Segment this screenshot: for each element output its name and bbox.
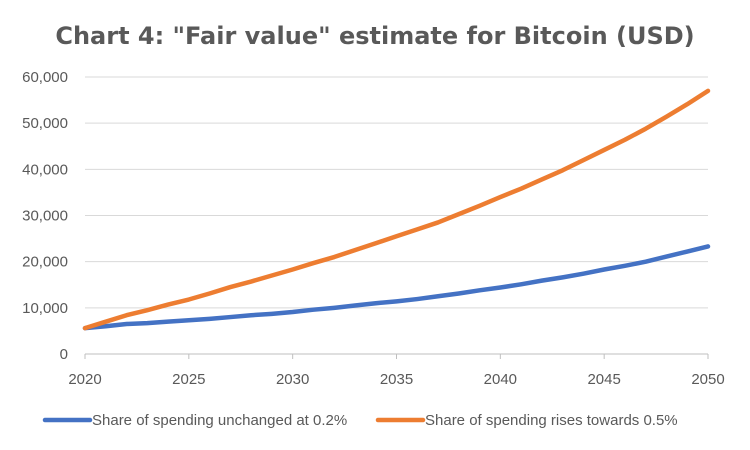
x-tick-label: 2020 (68, 371, 101, 388)
x-tick-label: 2030 (276, 371, 309, 388)
x-tick-label: 2040 (484, 371, 517, 388)
x-tick-label: 2045 (587, 371, 620, 388)
gridlines (85, 76, 708, 309)
y-tick-label: 20,000 (22, 254, 68, 271)
legend-label-unchanged: Share of spending unchanged at 0.2% (92, 412, 347, 429)
chart-title: Chart 4: "Fair value" estimate for Bitco… (55, 22, 694, 50)
legend: Share of spending unchanged at 0.2% Shar… (42, 412, 678, 429)
x-tick-label: 2025 (172, 371, 205, 388)
y-tick-label: 40,000 (22, 161, 68, 178)
axes (84, 353, 709, 359)
y-tick-label: 30,000 (22, 208, 68, 225)
legend-entry-unchanged[interactable]: Share of spending unchanged at 0.2% (42, 412, 347, 429)
y-tick-label: 10,000 (22, 300, 68, 317)
x-tick-label: 2035 (380, 371, 413, 388)
legend-label-rises: Share of spending rises towards 0.5% (425, 412, 678, 429)
x-axis-tick-labels: 2020 2025 2030 2035 2040 2045 2050 (68, 371, 724, 388)
x-tick-label: 2050 (691, 371, 724, 388)
y-tick-label: 50,000 (22, 115, 68, 132)
series-line-rises (82, 88, 711, 331)
legend-entry-rises[interactable]: Share of spending rises towards 0.5% (375, 412, 678, 429)
y-tick-label: 60,000 (22, 69, 68, 86)
y-axis-tick-labels: 0 10,000 20,000 30,000 40,000 50,000 60,000 (22, 69, 68, 363)
series-line-unchanged (82, 244, 711, 331)
y-tick-label: 0 (60, 346, 68, 363)
series-lines (82, 88, 711, 331)
